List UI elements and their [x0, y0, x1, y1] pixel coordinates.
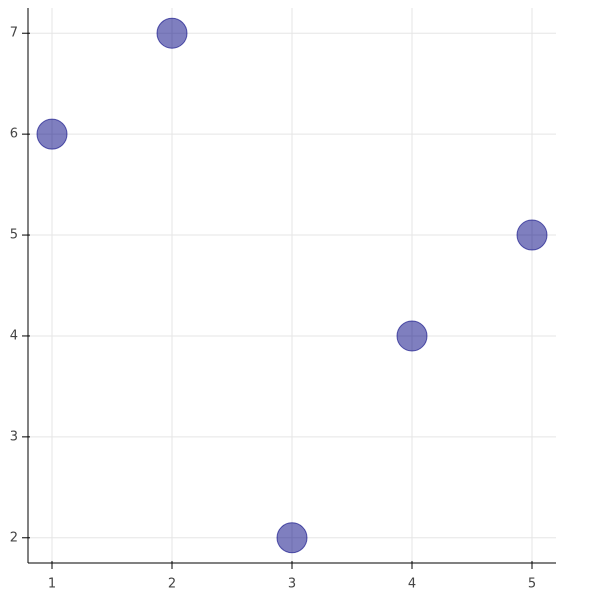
point	[276, 522, 308, 554]
y-tick-label: 7	[10, 26, 18, 41]
y-tick-label: 2	[10, 530, 18, 545]
x-tick-label: 3	[288, 577, 296, 592]
y-tick-label: 6	[10, 127, 18, 142]
point	[396, 320, 428, 352]
y-tick-label: 4	[10, 328, 18, 343]
point	[36, 118, 68, 150]
x-tick-label: 5	[528, 577, 536, 592]
x-tick-label: 2	[168, 577, 176, 592]
x-tick-label: 1	[48, 577, 56, 592]
point	[516, 219, 548, 251]
x-tick-label: 4	[408, 577, 416, 592]
y-tick-label: 5	[10, 228, 18, 243]
point	[156, 17, 188, 49]
y-tick-label: 3	[10, 429, 18, 444]
